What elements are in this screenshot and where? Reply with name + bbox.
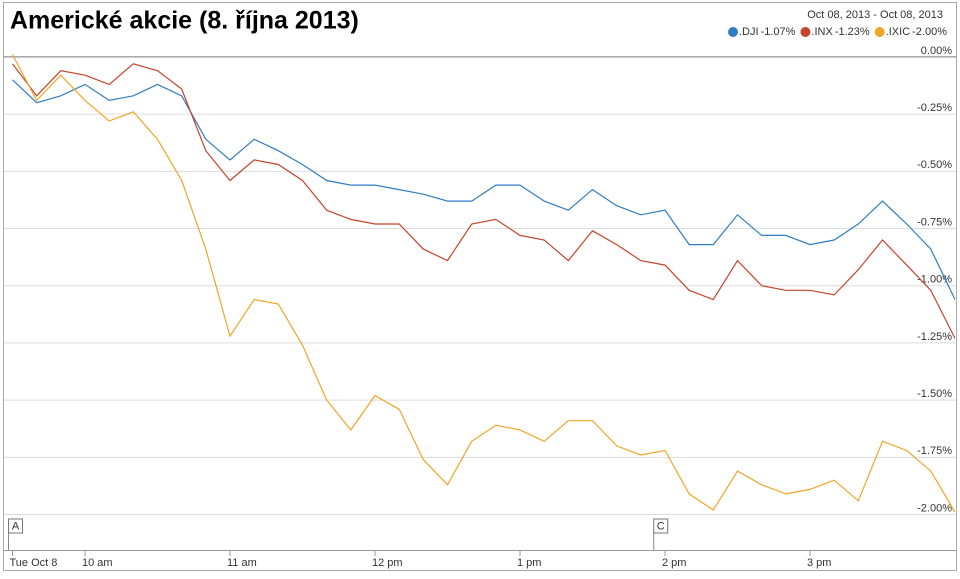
chart-frame — [3, 2, 957, 571]
title-bg — [4, 3, 374, 39]
x-tick-label: 2 pm — [662, 557, 686, 569]
series-line — [12, 79, 956, 300]
y-tick-label: 0.00% — [921, 45, 952, 57]
series-line — [12, 63, 956, 339]
annotation-flag — [8, 518, 23, 534]
annotation-label: A — [12, 520, 20, 532]
date-range: Oct 08, 2013 - Oct 08, 2013 — [807, 9, 943, 21]
x-tick-label: 12 pm — [372, 557, 403, 569]
legend-name: .IXIC — [886, 26, 911, 38]
y-tick-label: -1.75% — [917, 445, 952, 457]
annotation-label: C — [657, 520, 665, 532]
legend-marker — [874, 27, 885, 37]
y-tick-label: -0.75% — [917, 216, 952, 228]
y-tick-label: -2.00% — [917, 502, 952, 514]
chart-title: Americké akcie (8. října 2013) — [10, 7, 359, 35]
lines — [11, 54, 956, 513]
y-tick-label: -0.50% — [917, 159, 952, 171]
annotation-flag — [653, 518, 669, 534]
legend-change: -1.07% — [761, 26, 796, 38]
legend: -2.00%.IXIC -1.23%.INX -1.07%.DJI — [728, 26, 947, 38]
series-line — [11, 54, 956, 513]
y-tick-label: -1.25% — [917, 331, 952, 343]
y-tick-label: -1.50% — [917, 388, 952, 400]
x-tick-label: Tue Oct 8 — [10, 557, 58, 569]
x-tick-label: 3 pm — [807, 557, 831, 569]
legend-marker — [800, 27, 811, 37]
x-tick-label: 10 am — [82, 557, 113, 569]
legend-name: .INX — [811, 26, 833, 38]
x-tick-label: 11 am — [227, 557, 257, 569]
legend-marker — [728, 27, 738, 37]
x-tick-label: 1 pm — [517, 557, 541, 569]
legend-name: .DJI — [739, 26, 759, 38]
legend-change: -2.00% — [912, 26, 947, 38]
legend-change: -1.23% — [835, 26, 870, 38]
y-tick-label: -0.25% — [917, 102, 952, 114]
